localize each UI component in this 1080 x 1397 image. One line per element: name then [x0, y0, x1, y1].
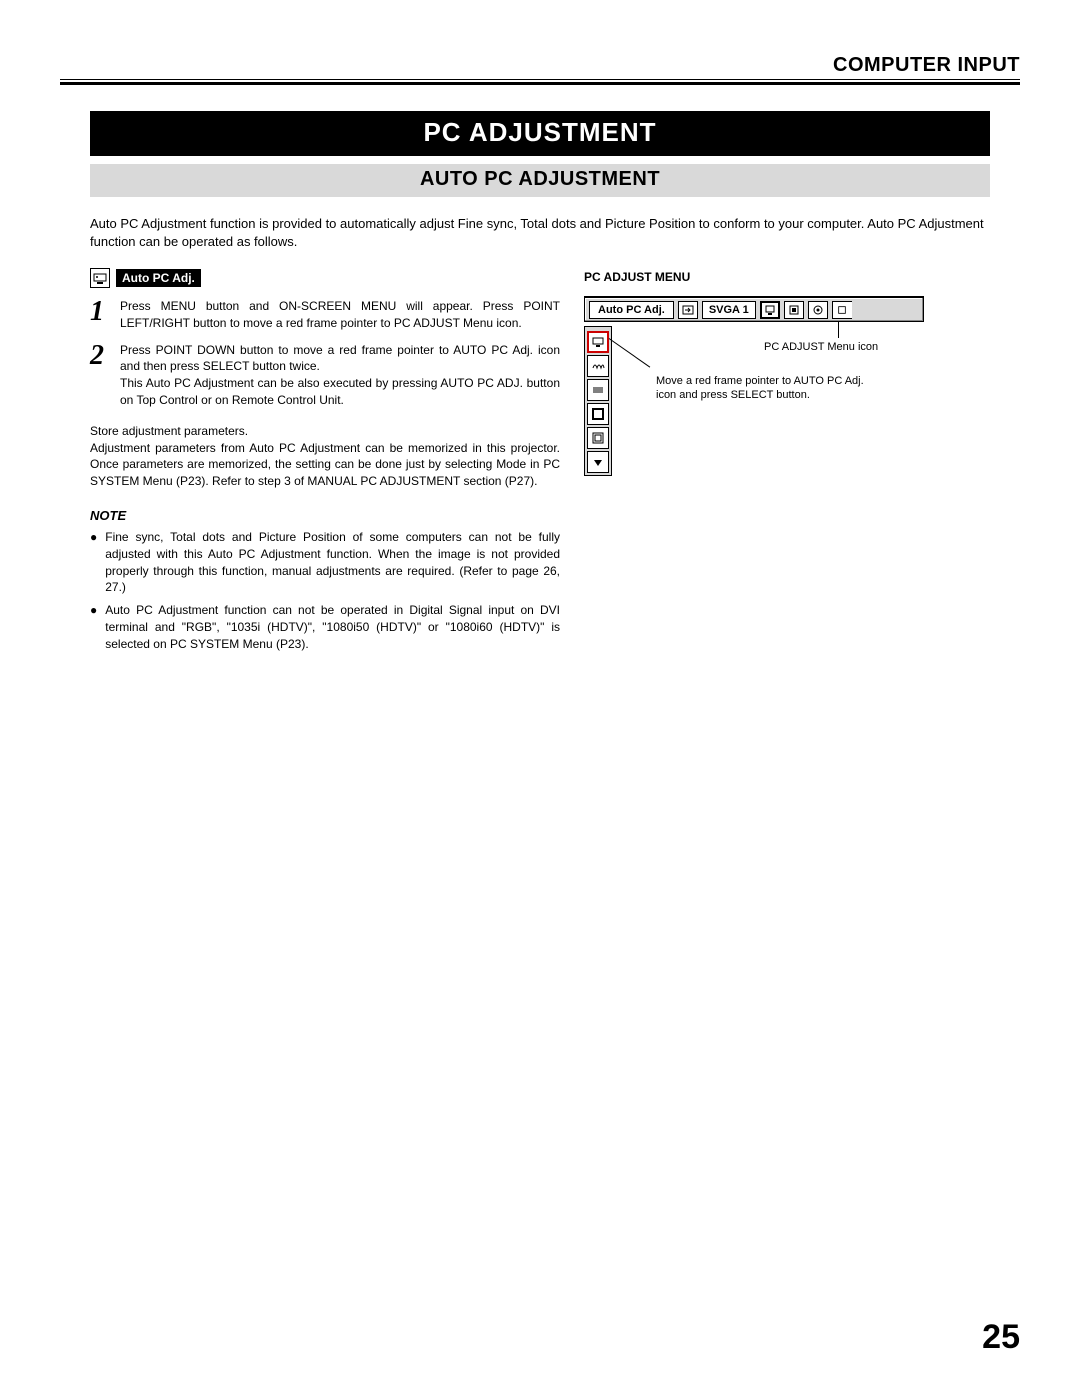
menu-image-icon	[784, 301, 804, 319]
page-number: 25	[982, 1318, 1020, 1357]
menu-diagram: Auto PC Adj. SVGA 1	[584, 296, 924, 496]
note-text: Fine sync, Total dots and Picture Positi…	[105, 529, 560, 596]
menu-input-icon	[678, 301, 698, 319]
note-heading: NOTE	[90, 508, 560, 523]
store-body: Adjustment parameters from Auto PC Adjus…	[90, 441, 560, 489]
store-block: Store adjustment parameters. Adjustment …	[90, 423, 560, 490]
step-2: 2 Press POINT DOWN button to move a red …	[90, 342, 560, 409]
step-number: 2	[90, 342, 110, 409]
store-title: Store adjustment parameters.	[90, 424, 248, 438]
menu-setting-icon	[808, 301, 828, 319]
callout-line	[838, 322, 839, 338]
menu-heading: PC ADJUST MENU	[584, 270, 944, 284]
side-icons-column	[584, 326, 612, 476]
callout-line	[609, 338, 651, 367]
note-text: Auto PC Adjustment function can not be o…	[105, 602, 560, 652]
menu-bar: Auto PC Adj. SVGA 1	[584, 296, 924, 322]
menu-pc-adjust-icon	[760, 301, 780, 319]
feature-label: Auto PC Adj.	[116, 269, 201, 287]
note-item: ●Fine sync, Total dots and Picture Posit…	[90, 529, 560, 596]
left-column: Auto PC Adj. 1 Press MENU button and ON-…	[90, 268, 560, 659]
side-auto-pc-icon	[587, 331, 609, 353]
step-text: Press POINT DOWN button to move a red fr…	[120, 342, 560, 409]
side-fine-sync-icon	[587, 355, 609, 377]
title-bar: PC ADJUSTMENT	[90, 111, 990, 156]
bullet-icon: ●	[90, 529, 97, 596]
side-down-arrow-icon	[587, 451, 609, 473]
callout-move-text: Move a red frame pointer to AUTO PC Adj.…	[656, 374, 876, 403]
section-header-text: COMPUTER INPUT	[60, 54, 1020, 80]
step-text: Press MENU button and ON-SCREEN MENU wil…	[120, 298, 560, 332]
subtitle-bar: AUTO PC ADJUSTMENT	[90, 164, 990, 197]
menu-extra-icon	[832, 301, 852, 319]
side-vertical-icon	[587, 427, 609, 449]
note-list: ●Fine sync, Total dots and Picture Posit…	[90, 529, 560, 653]
auto-pc-icon	[90, 268, 110, 288]
menu-svga-label: SVGA 1	[702, 301, 756, 319]
menu-bar-label: Auto PC Adj.	[589, 301, 674, 319]
right-column: PC ADJUST MENU Auto PC Adj. SVGA 1	[584, 268, 944, 659]
feature-label-row: Auto PC Adj.	[90, 268, 560, 288]
section-header: COMPUTER INPUT	[60, 54, 1020, 85]
note-item: ●Auto PC Adjustment function can not be …	[90, 602, 560, 652]
side-horizontal-icon	[587, 403, 609, 425]
callout-icon-text: PC ADJUST Menu icon	[764, 340, 924, 354]
step-1: 1 Press MENU button and ON-SCREEN MENU w…	[90, 298, 560, 332]
side-total-dots-icon	[587, 379, 609, 401]
intro-text: Auto PC Adjustment function is provided …	[90, 215, 990, 250]
bullet-icon: ●	[90, 602, 97, 652]
step-number: 1	[90, 298, 110, 332]
